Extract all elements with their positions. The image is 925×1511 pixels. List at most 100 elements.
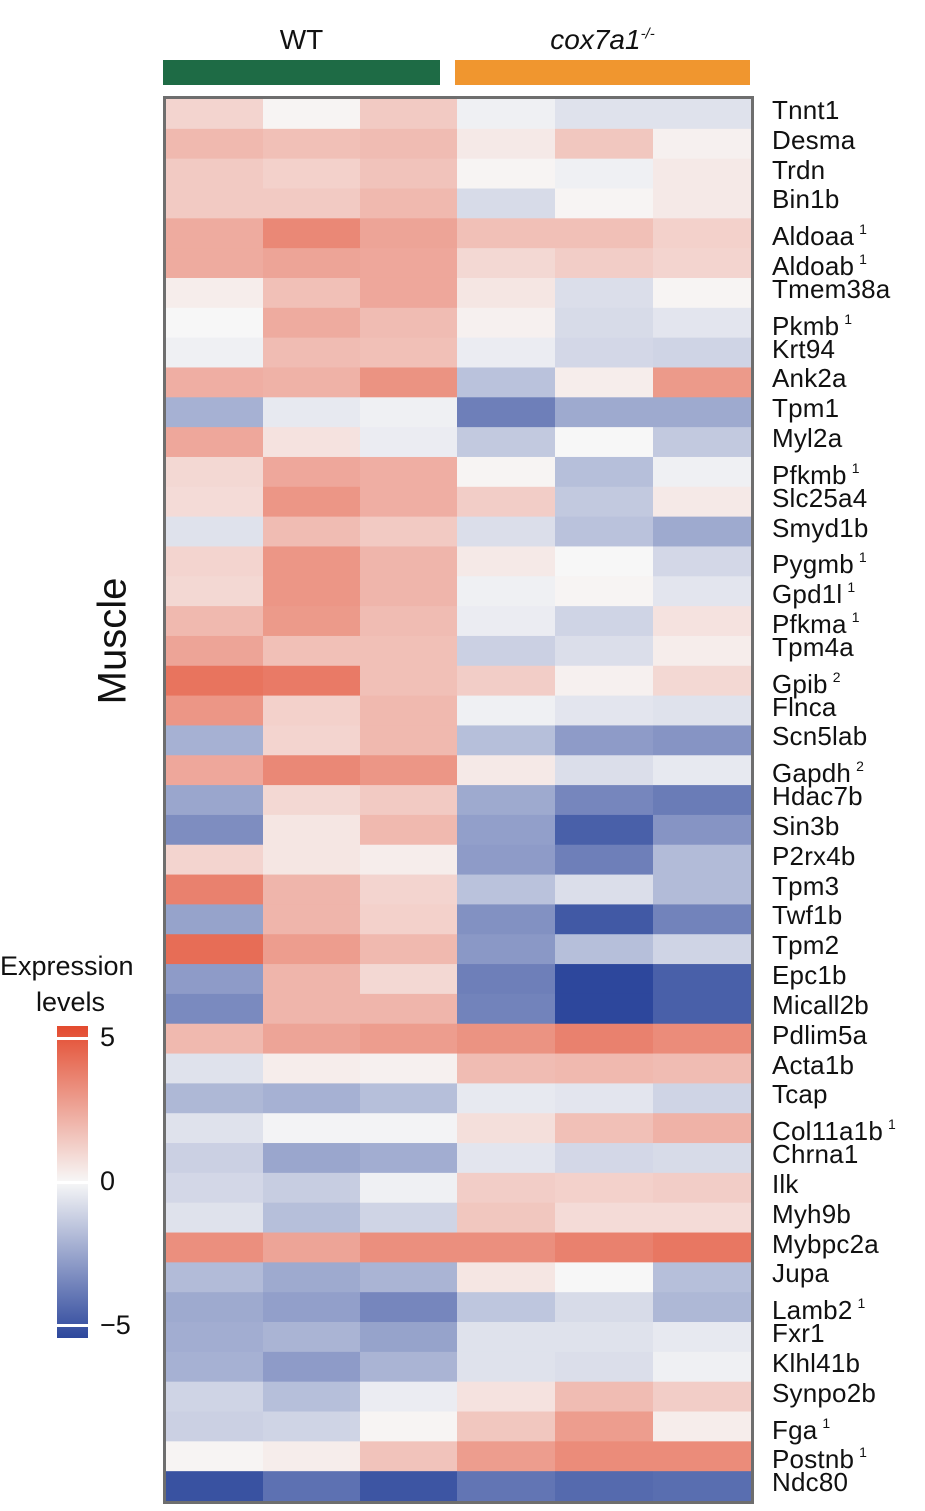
heatmap-cell-gpd1l-4 bbox=[457, 576, 555, 607]
gene-label-pfkma: Pfkma 1 bbox=[772, 603, 860, 639]
heatmap-cell-epc1b-6 bbox=[653, 964, 751, 995]
heatmap-frame bbox=[163, 96, 754, 1504]
heatmap-cell-myl2a-5 bbox=[555, 427, 653, 458]
heatmap-cell-fxr1-4 bbox=[457, 1322, 555, 1353]
heatmap-cell-chrna1-6 bbox=[653, 1143, 751, 1174]
heatmap-cell-chrna1-4 bbox=[457, 1143, 555, 1174]
gene-label-flnca: Flnca bbox=[772, 691, 837, 722]
gene-footnote-marker: 1 bbox=[858, 549, 867, 566]
heatmap-cell-tpm2-6 bbox=[653, 934, 751, 965]
cox7a1-group-name: cox7a1 bbox=[550, 24, 641, 55]
heatmap-cell-aldoaa-3 bbox=[360, 218, 457, 249]
heatmap-cell-hdac7b-5 bbox=[555, 785, 653, 816]
heatmap-cell-gapdh-1 bbox=[166, 755, 263, 786]
heatmap-cell-micall2b-1 bbox=[166, 993, 263, 1025]
heatmap-cell-pfkmb-2 bbox=[263, 456, 360, 488]
heatmap-cell-hdac7b-6 bbox=[653, 785, 751, 816]
heatmap-cell-aldoaa-5 bbox=[555, 218, 653, 249]
gene-label-pygmb: Pygmb 1 bbox=[772, 543, 867, 579]
gene-name: P2rx4b bbox=[772, 840, 856, 871]
gene-label-pfkmb: Pfkmb 1 bbox=[772, 454, 860, 490]
gene-name: Pkmb bbox=[772, 310, 840, 341]
row-group-label: Muscle bbox=[90, 577, 135, 705]
heatmap-cell-scn5lab-6 bbox=[653, 725, 751, 756]
heatmap-cell-postnb-1 bbox=[166, 1441, 263, 1472]
heatmap-cell-flnca-4 bbox=[457, 695, 555, 727]
heatmap-cell-tcap-5 bbox=[555, 1083, 653, 1114]
heatmap-cell-tmem38a-2 bbox=[263, 277, 360, 309]
heatmap-cell-col11a1b-1 bbox=[166, 1113, 263, 1144]
heatmap-cell-smyd1b-6 bbox=[653, 516, 751, 548]
heatmap-cell-gpib-2 bbox=[263, 665, 360, 697]
gene-label-myl2a: Myl2a bbox=[772, 424, 842, 453]
heatmap-cell-p2rx4b-1 bbox=[166, 844, 263, 876]
heatmap-cell-slc25a4-3 bbox=[360, 486, 457, 518]
heatmap-cell-ndc80-4 bbox=[457, 1471, 555, 1501]
heatmap-cell-fga-4 bbox=[457, 1411, 555, 1442]
heatmap-cell-lamb2-2 bbox=[263, 1292, 360, 1323]
legend-title: Expression levels bbox=[0, 948, 156, 1020]
heatmap-cell-ndc80-3 bbox=[360, 1471, 457, 1501]
cox7a1-genotype-superscript: -/- bbox=[640, 25, 655, 43]
heatmap-cell-epc1b-2 bbox=[263, 964, 360, 995]
heatmap-grid bbox=[166, 99, 751, 1501]
heatmap-cell-epc1b-3 bbox=[360, 964, 457, 995]
heatmap-cell-twf1b-1 bbox=[166, 904, 263, 935]
heatmap-cell-pfkmb-1 bbox=[166, 456, 263, 488]
heatmap-cell-sin3b-6 bbox=[653, 814, 751, 846]
heatmap-cell-scn5lab-1 bbox=[166, 725, 263, 756]
heatmap-cell-twf1b-6 bbox=[653, 904, 751, 935]
gene-label-epc1b: Epc1b bbox=[772, 961, 847, 990]
gene-footnote-marker: 1 bbox=[859, 221, 868, 238]
gene-label-postnb: Postnb 1 bbox=[772, 1438, 867, 1474]
heatmap-cell-myl2a-2 bbox=[263, 427, 360, 458]
gene-label-ilk: Ilk bbox=[772, 1169, 799, 1199]
heatmap-cell-lamb2-6 bbox=[653, 1292, 751, 1323]
heatmap-cell-col11a1b-5 bbox=[555, 1113, 653, 1144]
heatmap-cell-p2rx4b-4 bbox=[457, 844, 555, 876]
gene-label-desma: Desma bbox=[772, 125, 855, 155]
heatmap-cell-bin1b-1 bbox=[166, 188, 263, 219]
heatmap-cell-jupa-6 bbox=[653, 1262, 751, 1293]
gene-name: Ndc80 bbox=[772, 1467, 849, 1498]
heatmap-cell-gapdh-3 bbox=[360, 755, 457, 786]
heatmap-cell-trdn-1 bbox=[166, 158, 263, 190]
gene-name: Slc25a4 bbox=[772, 482, 868, 513]
heatmap-cell-aldoaa-1 bbox=[166, 218, 263, 249]
legend-tick-zero: 0 bbox=[100, 1166, 116, 1196]
gene-name: Flnca bbox=[772, 691, 837, 722]
heatmap-cell-epc1b-5 bbox=[555, 964, 653, 995]
gene-name: Tpm2 bbox=[772, 930, 840, 961]
heatmap-cell-myh9b-6 bbox=[653, 1202, 751, 1234]
heatmap-cell-ilk-5 bbox=[555, 1172, 653, 1204]
heatmap-cell-tmem38a-5 bbox=[555, 277, 653, 309]
heatmap-cell-hdac7b-2 bbox=[263, 785, 360, 816]
heatmap-cell-flnca-6 bbox=[653, 695, 751, 727]
heatmap-cell-pdlim5a-2 bbox=[263, 1023, 360, 1055]
heatmap-cell-pfkma-4 bbox=[457, 606, 555, 637]
gene-name: Pfkmb bbox=[772, 459, 847, 490]
gene-label-pkmb: Pkmb 1 bbox=[772, 305, 852, 341]
heatmap-cell-pdlim5a-6 bbox=[653, 1023, 751, 1055]
heatmap-cell-bin1b-3 bbox=[360, 188, 457, 219]
heatmap-cell-pfkma-1 bbox=[166, 606, 263, 637]
heatmap-cell-sin3b-3 bbox=[360, 814, 457, 846]
heatmap-cell-gpib-4 bbox=[457, 665, 555, 697]
heatmap-cell-pygmb-2 bbox=[263, 546, 360, 577]
heatmap-cell-tpm4a-5 bbox=[555, 635, 653, 667]
heatmap-cell-aldoaa-4 bbox=[457, 218, 555, 249]
heatmap-cell-bin1b-4 bbox=[457, 188, 555, 219]
gene-name: Gapdh bbox=[772, 758, 852, 789]
heatmap-cell-sin3b-4 bbox=[457, 814, 555, 846]
heatmap-cell-col11a1b-4 bbox=[457, 1113, 555, 1144]
heatmap-cell-synpo2b-1 bbox=[166, 1381, 263, 1413]
gene-label-klhl41b: Klhl41b bbox=[772, 1348, 860, 1378]
heatmap-cell-ilk-4 bbox=[457, 1172, 555, 1204]
heatmap-cell-ndc80-6 bbox=[653, 1471, 751, 1501]
gene-name: Bin1b bbox=[772, 184, 840, 215]
gene-name: Epc1b bbox=[772, 960, 847, 991]
heatmap-cell-trdn-3 bbox=[360, 158, 457, 190]
heatmap-cell-gapdh-4 bbox=[457, 755, 555, 786]
gene-label-pdlim5a: Pdlim5a bbox=[772, 1020, 867, 1050]
heatmap-cell-fga-5 bbox=[555, 1411, 653, 1442]
